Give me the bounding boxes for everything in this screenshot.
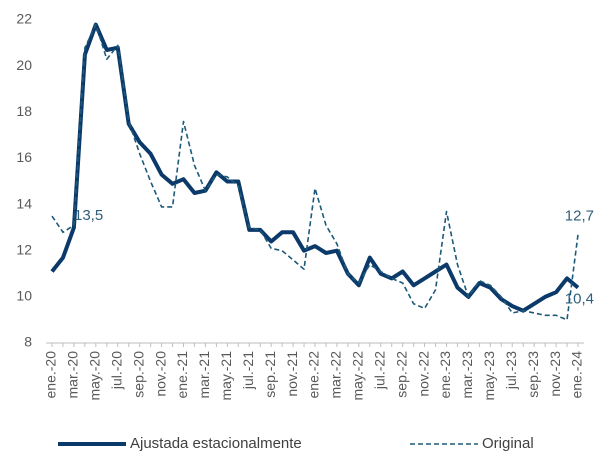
x-tick-label: nov.-23: [547, 351, 563, 397]
x-tick-label: nov.-20: [152, 351, 168, 397]
y-tick-label: 14: [16, 195, 32, 211]
x-tick-label: ene.-22: [306, 351, 322, 399]
x-tick-label: jul.-22: [371, 351, 387, 390]
x-tick-label: nov.-21: [284, 351, 300, 397]
x-tick-label: sep.-23: [525, 351, 541, 398]
y-tick-label: 16: [16, 149, 32, 165]
data-line: [50, 22, 580, 313]
x-tick-label: jul.-23: [503, 351, 519, 390]
x-tick-label: may.-22: [350, 351, 366, 401]
x-tick-label: sep.-21: [262, 351, 278, 398]
x-tick-label: nov.-22: [415, 351, 431, 397]
data-label: 10,4: [565, 291, 594, 308]
x-tick-label: mar.-21: [196, 351, 212, 399]
x-tick-label: sep.-20: [130, 351, 146, 398]
x-tick-label: ene.-21: [174, 351, 190, 399]
x-tick-label: ene.-24: [569, 351, 585, 399]
x-tick-label: may.-23: [481, 351, 497, 401]
x-tick-label: may.-21: [218, 351, 234, 401]
x-tick-label: sep.-22: [393, 351, 409, 398]
data-line: [51, 23, 579, 321]
y-tick-label: 12: [16, 241, 32, 257]
x-tick-label: may.-20: [87, 351, 103, 401]
legend-label: Ajustada estacionalmente: [130, 435, 302, 452]
x-tick-label: mar.-23: [459, 351, 475, 399]
y-tick-label: 22: [16, 11, 32, 27]
data-label: 13,5: [74, 207, 103, 224]
x-tick-label: ene.-20: [43, 351, 59, 399]
data-label: 12,7: [565, 208, 594, 225]
x-tick-label: jul.-20: [108, 351, 124, 390]
x-tick-label: mar.-22: [328, 351, 344, 399]
x-tick-label: ene.-23: [437, 351, 453, 399]
x-tick-label: mar.-20: [65, 351, 81, 399]
y-tick-label: 10: [16, 288, 32, 304]
x-tick-label: jul.-21: [240, 351, 256, 390]
y-tick-label: 20: [16, 57, 32, 73]
y-tick-label: 8: [24, 334, 32, 350]
y-tick-label: 18: [16, 103, 32, 119]
legend-label: Original: [482, 435, 534, 452]
